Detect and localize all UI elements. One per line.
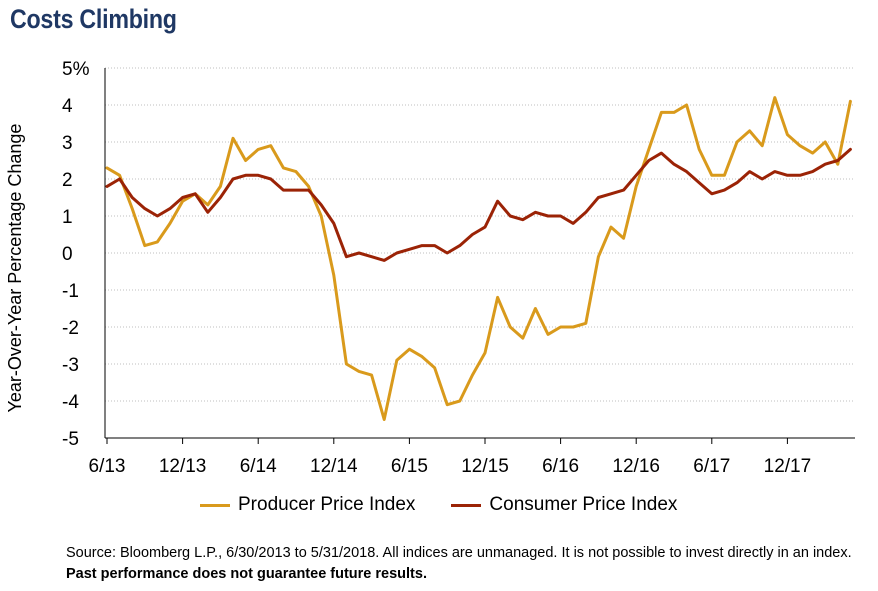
y-tick-label: -3 [62,355,79,376]
y-tick-label: 0 [62,244,73,265]
y-tick-label: 2 [62,170,73,191]
y-tick-label: 3 [62,133,73,154]
legend: Producer Price Index Consumer Price Inde… [200,494,713,516]
legend-item-ppi: Producer Price Index [200,494,415,516]
x-tick-label: 6/15 [391,456,428,477]
series-line-cpi [105,147,852,262]
y-tick-label: 4 [62,96,73,117]
source-footnote: Source: Bloomberg L.P., 6/30/2013 to 5/3… [66,543,856,585]
chart-title: Costs Climbing [10,4,177,34]
y-tick-label: -1 [62,281,79,302]
x-tick-label: 6/17 [693,456,730,477]
x-tick-label: 6/16 [542,456,579,477]
x-tick-label: 12/15 [461,456,509,477]
footnote-disclaimer: Past performance does not guarantee futu… [66,566,427,582]
x-tick-label: 12/13 [159,456,207,477]
y-tick-label: 1 [62,207,73,228]
series-line-ppi [105,96,852,421]
x-tick-label: 12/17 [764,456,812,477]
legend-item-cpi: Consumer Price Index [451,494,677,516]
legend-swatch-cpi [451,503,482,507]
legend-label-cpi: Consumer Price Index [489,494,678,515]
y-tick-label: -2 [62,318,79,339]
x-tick-label: 12/14 [310,456,358,477]
y-tick-label: -5 [62,429,79,450]
legend-label-ppi: Producer Price Index [238,494,416,515]
footnote-text: Source: Bloomberg L.P., 6/30/2013 to 5/3… [66,545,852,561]
x-tick-label: 6/13 [89,456,126,477]
legend-swatch-ppi [200,503,230,507]
y-tick-label: -4 [62,392,79,413]
x-tick-label: 6/14 [240,456,277,477]
y-tick-label: 5% [62,59,90,80]
x-tick-label: 12/16 [612,456,660,477]
